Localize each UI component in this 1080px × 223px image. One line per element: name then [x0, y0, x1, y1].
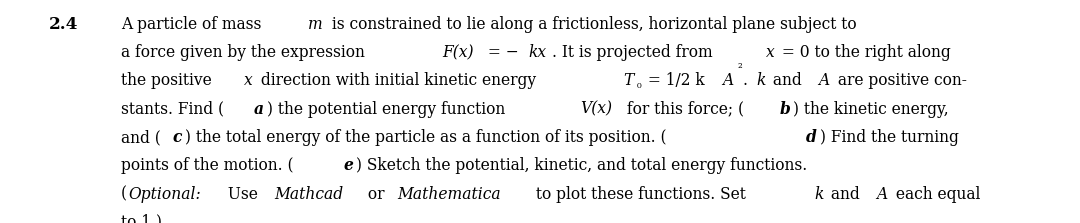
Text: Optional:: Optional:	[129, 186, 202, 202]
Text: ²: ²	[737, 62, 742, 75]
Text: each equal: each equal	[891, 186, 981, 202]
Text: ₀: ₀	[637, 78, 642, 91]
Text: . It is projected from: . It is projected from	[552, 44, 717, 61]
Text: A: A	[818, 72, 829, 89]
Text: k: k	[814, 186, 824, 202]
Text: A: A	[876, 186, 888, 202]
Text: Mathcad: Mathcad	[274, 186, 343, 202]
Text: are positive con-: are positive con-	[833, 72, 967, 89]
Text: x: x	[766, 44, 774, 61]
Text: or: or	[363, 186, 390, 202]
Text: (: (	[121, 186, 127, 202]
Text: ) the total energy of the particle as a function of its position. (: ) the total energy of the particle as a …	[185, 129, 666, 146]
Text: Mathematica: Mathematica	[397, 186, 501, 202]
Text: points of the motion. (: points of the motion. (	[121, 157, 294, 174]
Text: ) Sketch the potential, kinetic, and total energy functions.: ) Sketch the potential, kinetic, and tot…	[356, 157, 808, 174]
Text: F(x): F(x)	[442, 44, 473, 61]
Text: V(x): V(x)	[580, 101, 612, 118]
Text: Use: Use	[222, 186, 262, 202]
Text: for this force; (: for this force; (	[622, 101, 744, 118]
Text: b: b	[779, 101, 791, 118]
Text: = 1/2 k: = 1/2 k	[643, 72, 704, 89]
Text: ) Find the turning: ) Find the turning	[820, 129, 959, 146]
Text: to 1.): to 1.)	[121, 214, 162, 223]
Text: kx: kx	[529, 44, 546, 61]
Text: and (: and (	[121, 129, 161, 146]
Text: c: c	[172, 129, 181, 146]
Text: m: m	[309, 16, 323, 33]
Text: = 0 to the right along: = 0 to the right along	[777, 44, 950, 61]
Text: x: x	[244, 72, 253, 89]
Text: d: d	[806, 129, 816, 146]
Text: k: k	[756, 72, 766, 89]
Text: stants. Find (: stants. Find (	[121, 101, 224, 118]
Text: and: and	[768, 72, 807, 89]
Text: A: A	[723, 72, 733, 89]
Text: 2.4: 2.4	[49, 16, 78, 33]
Text: A particle of mass: A particle of mass	[121, 16, 266, 33]
Text: a: a	[254, 101, 264, 118]
Text: and: and	[826, 186, 865, 202]
Text: a force given by the expression: a force given by the expression	[121, 44, 369, 61]
Text: direction with initial kinetic energy: direction with initial kinetic energy	[256, 72, 541, 89]
Text: T: T	[623, 72, 634, 89]
Text: e: e	[343, 157, 353, 174]
Text: = −: = −	[483, 44, 518, 61]
Text: ) the kinetic energy,: ) the kinetic energy,	[793, 101, 949, 118]
Text: .: .	[743, 72, 753, 89]
Text: to plot these functions. Set: to plot these functions. Set	[530, 186, 751, 202]
Text: ) the potential energy function: ) the potential energy function	[267, 101, 510, 118]
Text: is constrained to lie along a frictionless, horizontal plane subject to: is constrained to lie along a frictionle…	[327, 16, 858, 33]
Text: the positive: the positive	[121, 72, 217, 89]
